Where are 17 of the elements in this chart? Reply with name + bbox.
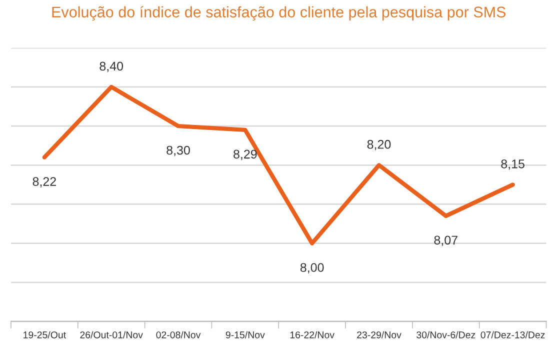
- x-tick-label: 07/Dez-13/Dez: [480, 331, 545, 338]
- data-label: 8,15: [501, 159, 524, 170]
- x-tick-label: 16-22/Nov: [290, 331, 334, 338]
- data-label: 8,07: [434, 236, 458, 246]
- x-tick-label: 02-08/Nov: [156, 331, 201, 338]
- x-tick-label: 23-29/Nov: [357, 331, 402, 338]
- x-tick-label: 19-25/Out: [24, 331, 66, 338]
- data-label: 8,22: [32, 177, 56, 188]
- x-tick-label: 26/Out-01/Nov: [80, 331, 143, 338]
- data-label: 8,40: [100, 62, 124, 72]
- data-label: 8,20: [367, 140, 391, 150]
- data-label: 8,29: [234, 150, 257, 160]
- x-tick-label: 9-15/Nov: [226, 331, 265, 338]
- data-label: 8,30: [166, 146, 190, 156]
- data-label: 8,00: [300, 263, 324, 274]
- chart-title: Evolução do índice de satisfação do cliente pela pesquisa por SMS: [52, 6, 506, 21]
- x-tick-label: 30/Nov-6/Dez: [416, 331, 476, 338]
